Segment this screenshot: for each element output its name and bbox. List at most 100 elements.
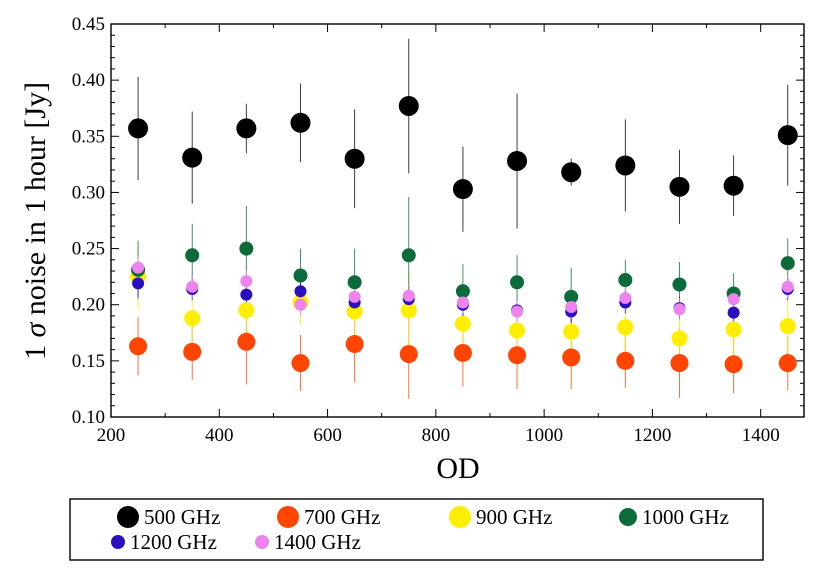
data-point xyxy=(615,155,636,176)
data-point xyxy=(509,322,526,339)
data-point xyxy=(186,280,199,293)
data-point xyxy=(561,162,582,183)
data-point xyxy=(402,289,415,302)
data-point xyxy=(294,298,307,311)
data-point xyxy=(507,150,528,171)
data-point xyxy=(618,273,633,288)
series-1000-ghz xyxy=(131,241,795,304)
data-point xyxy=(293,268,308,283)
legend-label: 700 GHz xyxy=(304,505,380,529)
data-point xyxy=(400,302,417,319)
data-point xyxy=(563,323,580,340)
data-point xyxy=(723,175,744,196)
data-point xyxy=(399,345,418,364)
data-point xyxy=(669,176,690,197)
series-500-ghz xyxy=(128,95,798,200)
data-point xyxy=(508,346,527,365)
y-tick-label: 0.15 xyxy=(72,351,105,372)
data-point xyxy=(294,285,307,298)
data-point xyxy=(456,296,469,309)
data-point xyxy=(132,261,145,274)
x-tick-label: 200 xyxy=(97,425,126,446)
axis-ticks: 200 400 600 800 1000 1200 1400 0.10 0.15 0.20 0.25… xyxy=(72,14,804,446)
data-point xyxy=(779,318,796,335)
legend-marker xyxy=(449,506,471,528)
series-700-ghz xyxy=(129,332,797,374)
data-point xyxy=(777,125,798,146)
data-point xyxy=(240,275,253,288)
y-axis-title-prefix: 1 xyxy=(19,338,52,361)
data-point xyxy=(564,289,579,304)
y-tick-label: 0.40 xyxy=(72,70,105,91)
legend-label: 900 GHz xyxy=(476,505,552,529)
data-point xyxy=(129,337,148,356)
data-point xyxy=(182,147,203,168)
data-point xyxy=(236,118,257,139)
y-tick-label: 0.20 xyxy=(72,295,105,316)
data-point xyxy=(727,293,740,306)
data-point xyxy=(238,302,255,319)
legend-marker xyxy=(255,535,269,549)
data-point xyxy=(780,256,795,271)
data-point xyxy=(511,305,524,318)
data-point xyxy=(455,284,470,299)
x-tick-label: 800 xyxy=(422,425,451,446)
data-point xyxy=(725,321,742,338)
data-point xyxy=(565,300,578,313)
data-point xyxy=(616,351,635,370)
data-point xyxy=(237,332,256,351)
legend-marker xyxy=(117,506,139,528)
legend-label: 1400 GHz xyxy=(274,530,361,554)
x-tick-label: 400 xyxy=(205,425,234,446)
data-point xyxy=(346,303,363,320)
data-point xyxy=(291,354,310,373)
x-tick-label: 600 xyxy=(313,425,342,446)
data-point xyxy=(128,118,149,139)
data-point xyxy=(184,310,201,327)
y-tick-label: 0.35 xyxy=(72,126,105,147)
data-point xyxy=(453,343,472,362)
data-point xyxy=(617,319,634,336)
data-point xyxy=(348,290,361,303)
legend: 500 GHz 700 GHz 900 GHz 1000 GHz 1200 GHz 140… xyxy=(69,498,764,561)
data-point xyxy=(778,354,797,373)
data-point xyxy=(673,303,686,316)
data-points xyxy=(128,95,798,374)
y-axis-title: 1 σ noise in 1 hour [Jy] xyxy=(19,82,52,360)
legend-marker xyxy=(619,508,637,526)
data-point xyxy=(345,335,364,354)
data-point xyxy=(562,348,581,367)
data-point xyxy=(401,248,416,263)
y-tick-label: 0.10 xyxy=(72,407,105,428)
data-point xyxy=(452,179,473,200)
legend-marker xyxy=(111,535,125,549)
x-tick-label: 1000 xyxy=(525,425,563,446)
y-tick-label: 0.45 xyxy=(72,14,105,35)
data-point xyxy=(724,355,743,374)
data-point xyxy=(672,277,687,292)
x-tick-label: 1400 xyxy=(742,425,780,446)
y-tick-label: 0.25 xyxy=(72,239,105,260)
data-point xyxy=(398,95,419,116)
y-tick-label: 0.30 xyxy=(72,182,105,203)
legend-marker xyxy=(277,506,299,528)
y-axis-title-sigma: σ xyxy=(19,322,52,338)
data-point xyxy=(510,275,525,290)
data-point xyxy=(347,275,362,290)
data-point xyxy=(670,354,689,373)
legend-label: 1200 GHz xyxy=(130,530,217,554)
data-point xyxy=(132,277,145,290)
data-point xyxy=(185,248,200,263)
legend-label: 500 GHz xyxy=(144,505,220,529)
data-point xyxy=(454,315,471,332)
data-point xyxy=(240,288,253,301)
data-point xyxy=(183,342,202,361)
legend-label: 1000 GHz xyxy=(642,505,729,529)
data-point xyxy=(290,112,311,133)
x-axis-title: OD xyxy=(436,452,479,485)
data-point xyxy=(781,280,794,293)
data-point xyxy=(727,306,740,319)
legend-box xyxy=(69,498,764,561)
data-point xyxy=(344,148,365,169)
